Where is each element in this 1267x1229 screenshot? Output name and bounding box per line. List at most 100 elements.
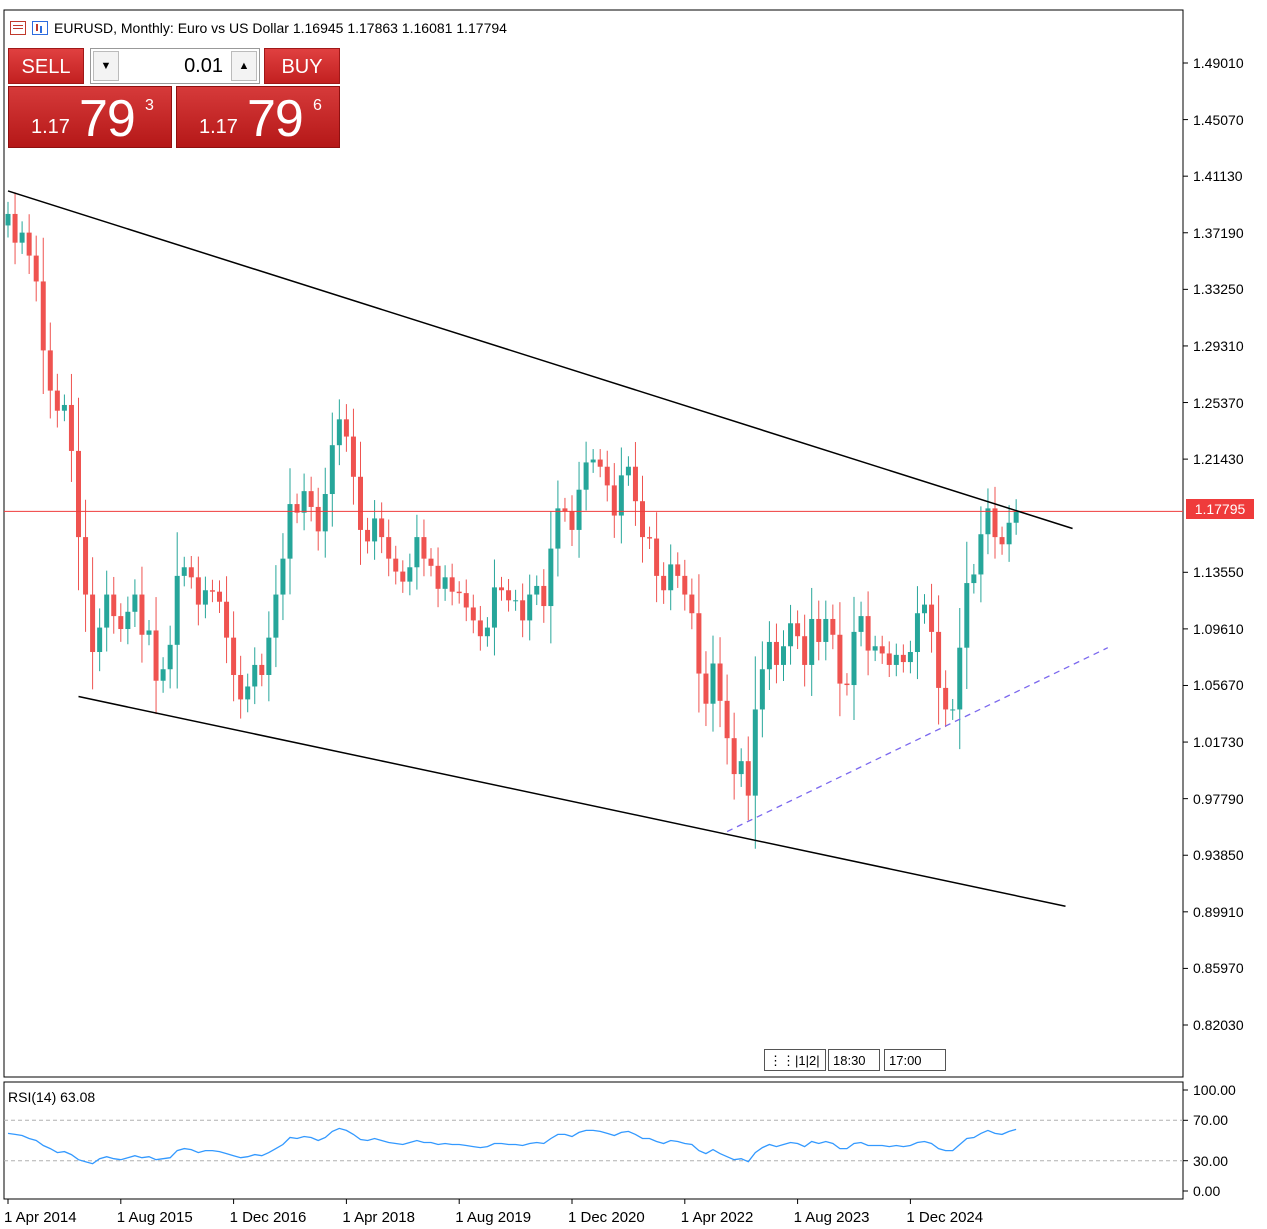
candle — [618, 447, 624, 544]
candle-body — [675, 564, 681, 576]
candle — [759, 641, 765, 738]
sell-price-button[interactable]: 1.17 79 3 — [8, 86, 172, 148]
candle-body — [499, 587, 504, 591]
candle-body — [132, 594, 138, 612]
time-tick-label: 1 Dec 2024 — [906, 1209, 984, 1226]
candle-body — [668, 564, 674, 591]
candle-body — [978, 534, 984, 575]
candle-body — [266, 637, 272, 675]
candle — [943, 670, 949, 728]
candle — [379, 502, 385, 554]
candle-body — [153, 630, 159, 681]
candle-body — [886, 653, 892, 665]
candle — [992, 486, 998, 559]
candle-body — [830, 618, 836, 635]
candle — [999, 526, 1005, 555]
candle — [322, 467, 328, 558]
candle-body — [428, 558, 434, 566]
candle-body — [788, 623, 794, 647]
candle-body — [548, 548, 554, 607]
candle — [583, 441, 589, 511]
candle — [738, 748, 744, 787]
candle — [421, 519, 427, 577]
candle-body — [470, 607, 476, 621]
buy-price-button[interactable]: 1.17 79 6 — [176, 86, 340, 148]
candle-body — [5, 213, 11, 226]
candle — [442, 565, 448, 601]
candle — [879, 635, 885, 664]
candle-body — [414, 537, 420, 568]
candle — [5, 201, 11, 238]
lot-decrease-icon[interactable]: ▼ — [93, 51, 119, 81]
candle — [640, 475, 645, 563]
chart-type-icon[interactable] — [32, 21, 48, 35]
candle — [456, 581, 462, 604]
candle — [491, 559, 497, 656]
sell-price-prefix: 1.17 — [31, 116, 70, 138]
candle — [273, 565, 279, 668]
candle-body — [19, 232, 25, 243]
candle — [477, 605, 483, 651]
chart-header: EURUSD, Monthly: Euro vs US Dollar 1.169… — [10, 20, 507, 36]
candle — [590, 449, 596, 473]
candle-body — [104, 594, 110, 628]
price-tick-label: 0.97790 — [1193, 790, 1244, 807]
candle-body — [26, 232, 32, 256]
sell-button[interactable]: SELL — [8, 48, 84, 84]
candle — [625, 456, 631, 486]
lot-size-input[interactable]: 0.01 — [184, 54, 223, 77]
candle — [202, 576, 208, 619]
candle-body — [823, 618, 829, 642]
candle-body — [118, 616, 124, 630]
candle-body — [710, 663, 716, 704]
candle — [773, 623, 779, 684]
buy-button[interactable]: BUY — [264, 48, 340, 84]
candle-body — [844, 683, 850, 686]
candle — [668, 544, 674, 611]
candle — [343, 404, 349, 452]
candle — [252, 647, 258, 705]
candle — [914, 586, 920, 680]
candle-body — [322, 494, 328, 532]
rsi-plot-frame — [3, 1081, 1184, 1200]
candle-body — [231, 637, 237, 675]
candle-body — [618, 475, 624, 516]
candle-body — [463, 593, 469, 608]
rsi-line — [7, 1127, 1017, 1165]
symbol-info: EURUSD, Monthly: Euro vs US Dollar 1.169… — [54, 20, 507, 36]
candle — [224, 576, 230, 664]
candle — [139, 566, 145, 663]
candle — [985, 488, 991, 555]
lot-increase-icon[interactable]: ▲ — [231, 51, 257, 81]
buy-price-fraction: 6 — [313, 97, 322, 114]
candle — [174, 532, 180, 689]
candle-body — [294, 504, 300, 513]
candle — [125, 596, 131, 645]
candle-body — [851, 631, 857, 686]
candle-body — [576, 489, 582, 530]
candle — [816, 600, 822, 661]
candle — [766, 621, 772, 690]
candle — [195, 556, 201, 626]
one-click-trading-panel: SELL ▼ 0.01 ▲ BUY 1.17 79 3 1.17 79 6 — [8, 48, 340, 148]
price-tick-label: 0.85970 — [1193, 960, 1244, 977]
candle — [929, 583, 935, 653]
candle — [400, 560, 406, 593]
candle-body — [188, 567, 194, 578]
trade-panel-icon[interactable] — [10, 21, 26, 35]
candle — [238, 655, 244, 719]
candle — [950, 698, 956, 720]
candle-body — [76, 450, 81, 538]
candle-body — [555, 508, 561, 549]
candle-body — [167, 644, 173, 670]
lot-size-control: ▼ 0.01 ▲ — [90, 48, 260, 84]
candle-body — [139, 594, 145, 635]
candle — [12, 192, 18, 265]
candle — [231, 611, 237, 702]
candle — [661, 562, 667, 604]
candle — [964, 541, 970, 689]
candle-body — [287, 504, 293, 559]
session-stamp-1: ⋮⋮|1|2| — [764, 1049, 826, 1071]
candle-body — [209, 590, 215, 592]
